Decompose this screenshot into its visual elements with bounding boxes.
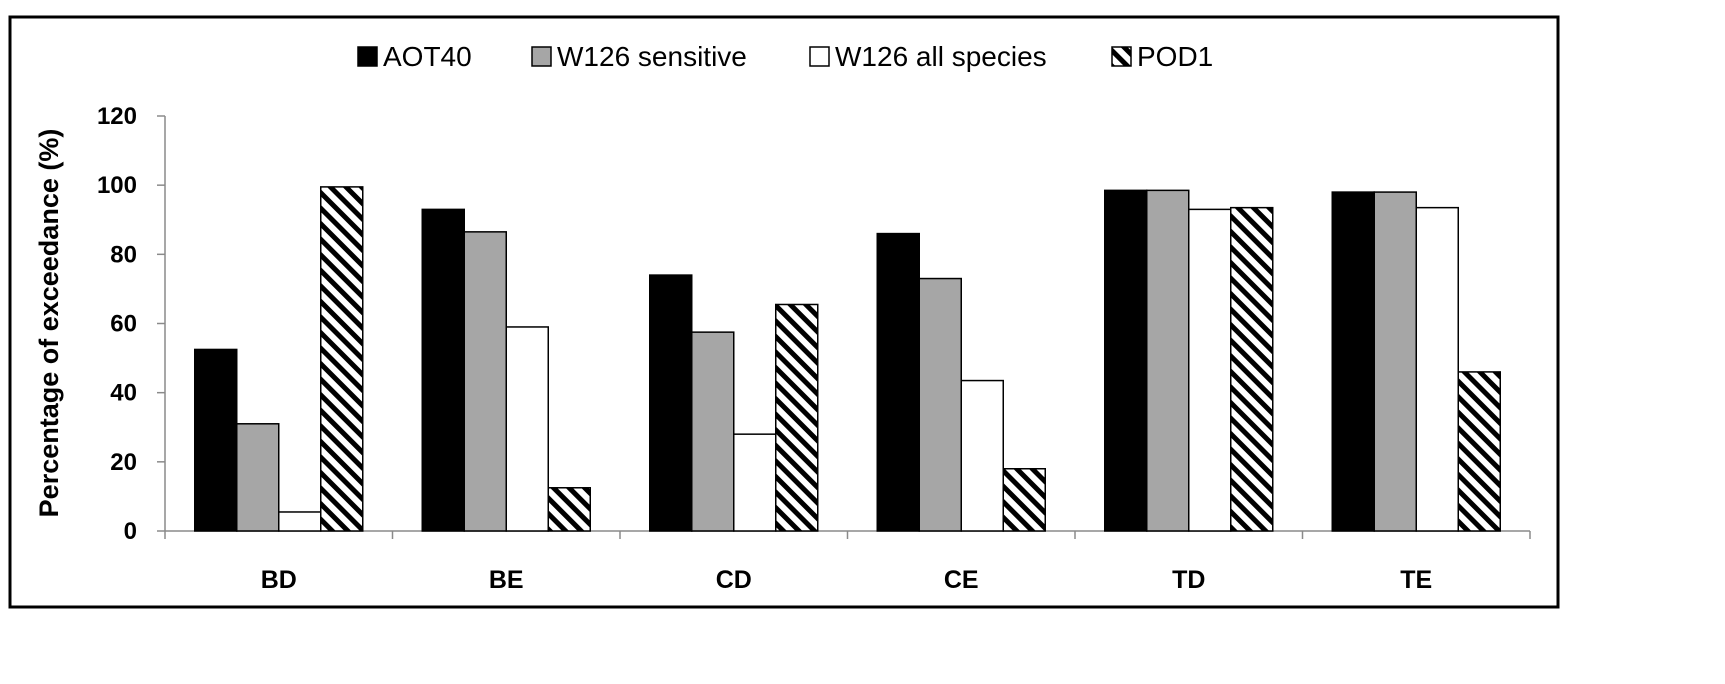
x-category-label: CD [716, 566, 752, 594]
bar-aot40-ce [876, 232, 920, 532]
y-tick-label: 20 [110, 449, 137, 476]
bars [194, 186, 1501, 532]
x-axis: BD BE CD CE TD TE [164, 530, 1531, 594]
y-axis: 0 20 40 60 80 100 120 [97, 103, 166, 545]
x-category-label: CE [944, 566, 979, 594]
bar-w126-all-species-te [1415, 206, 1459, 532]
bar-w126-all-species-td [1188, 208, 1232, 532]
bar-pod1-ce [1002, 468, 1046, 532]
bar-w126-sensitive-ce [918, 277, 962, 532]
bar-w126-sensitive-bd [236, 423, 280, 532]
y-tick-label: 0 [124, 518, 137, 545]
bar-w126-all-species-cd [733, 433, 777, 532]
bar-w126-sensitive-cd [691, 331, 735, 532]
bar-w126-all-species-be [505, 326, 549, 532]
y-axis-label: Percentage of exceedance (%) [34, 129, 64, 518]
bar-aot40-te [1331, 191, 1375, 532]
bar-pod1-td [1230, 206, 1274, 532]
legend-swatch [531, 46, 552, 67]
legend-swatch [809, 46, 830, 67]
legend-swatch [1111, 46, 1132, 67]
bar-aot40-td [1104, 189, 1148, 532]
bar-w126-all-species-ce [960, 379, 1004, 532]
x-category-label: TD [1172, 566, 1205, 594]
bar-pod1-te [1457, 371, 1501, 532]
y-tick-label: 40 [110, 380, 137, 407]
y-tick-label: 60 [110, 311, 137, 338]
bar-pod1-bd [320, 186, 364, 532]
bar-aot40-cd [649, 274, 693, 532]
bar-w126-all-species-bd [278, 511, 322, 532]
x-category-label: BD [261, 566, 297, 594]
legend-label: AOT40 [383, 41, 472, 72]
legend-label: W126 sensitive [557, 41, 747, 72]
bar-w126-sensitive-te [1373, 191, 1417, 532]
y-tick-label: 100 [97, 172, 137, 199]
y-tick-label: 120 [97, 103, 137, 130]
legend-label: W126 all species [835, 41, 1047, 72]
bar-w126-sensitive-td [1146, 189, 1190, 532]
bar-w126-sensitive-be [463, 231, 507, 532]
legend: AOT40 W126 sensitive W126 all species POD1 [357, 41, 1213, 72]
bar-aot40-be [421, 208, 465, 532]
legend-label: POD1 [1137, 41, 1213, 72]
x-category-label: TE [1400, 566, 1432, 594]
bar-pod1-cd [775, 303, 819, 532]
bar-pod1-be [547, 487, 591, 532]
bar-aot40-bd [194, 348, 238, 532]
x-category-label: BE [489, 566, 524, 594]
y-tick-label: 80 [110, 241, 137, 268]
legend-swatch [357, 46, 378, 67]
